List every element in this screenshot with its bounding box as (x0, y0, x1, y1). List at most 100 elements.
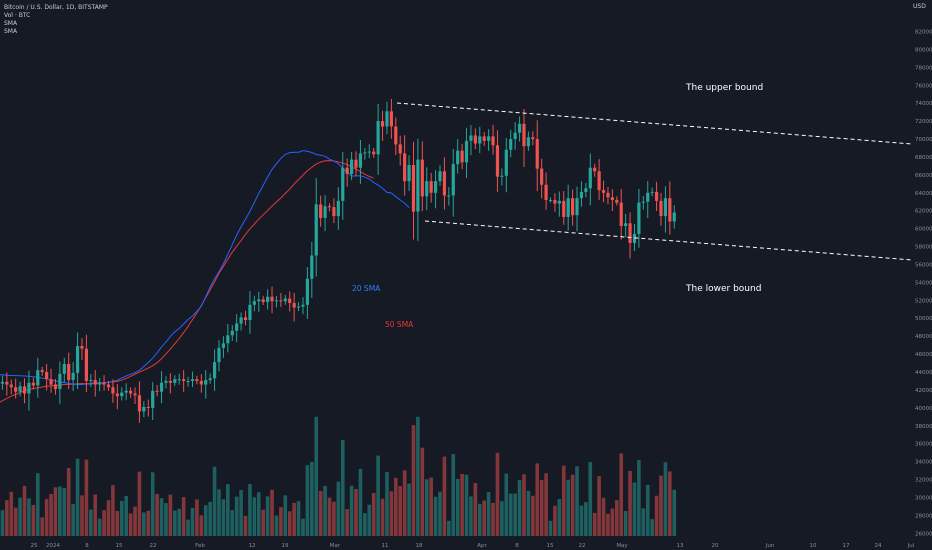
annotation-labels: The upper bound The lower bound 20 SMA 5… (352, 83, 763, 329)
sma50-label: 50 SMA (385, 320, 414, 329)
volume-bar (133, 506, 137, 536)
candle-body (22, 386, 27, 394)
candle-body (389, 111, 393, 127)
candle-body (336, 200, 340, 217)
candle-body (451, 164, 455, 196)
x-tick-label: 10 (810, 543, 817, 549)
candle-body (398, 144, 402, 154)
candle-body (49, 379, 53, 385)
candle-body (296, 306, 301, 308)
candle-body (482, 136, 486, 141)
volume-bar (615, 500, 619, 536)
volume-bar (367, 504, 372, 536)
upper-bound-label: The upper bound (685, 83, 763, 93)
candle-body (159, 382, 164, 392)
volume-bar (588, 462, 593, 536)
volume-bar (354, 489, 358, 536)
volume-bar (504, 473, 509, 536)
volume-bar (482, 500, 486, 536)
x-tick-label: 17 (843, 543, 850, 549)
volume-bar (75, 458, 80, 536)
candle-body (557, 200, 561, 204)
volume-bar (606, 513, 610, 536)
x-tick-label: 12 (249, 543, 256, 549)
volume-bar (0, 510, 5, 536)
volume-bar (5, 500, 9, 536)
candle-body (487, 136, 491, 141)
volume-bar (451, 454, 456, 536)
lower-bound-line (424, 220, 913, 261)
volume-bar (592, 512, 597, 536)
volume-bar (469, 496, 473, 536)
volume-bar (142, 512, 146, 536)
y-tick-label: 52000 (915, 298, 932, 304)
volume-bar (464, 474, 469, 536)
candle-body (350, 159, 354, 174)
chart-title: Bitcoin / U.S. Dollar, 1D, BITSTAMP (4, 4, 108, 11)
x-tick-label: 13 (677, 543, 684, 549)
y-tick-label: 74000 (915, 101, 932, 107)
candle-body (469, 135, 473, 141)
volume-bar (429, 477, 433, 536)
candle-body (243, 317, 248, 321)
y-tick-label: 76000 (915, 83, 932, 89)
candle-body (504, 149, 508, 176)
candle-body (67, 363, 71, 381)
y-tick-label: 64000 (915, 191, 932, 197)
volume-bar (239, 489, 243, 536)
candle-body (672, 212, 676, 222)
volume-bar (53, 487, 58, 536)
volume-bar (442, 456, 447, 536)
volume-bar (18, 497, 22, 536)
candle-body (385, 111, 389, 127)
candle-body (540, 168, 544, 185)
volume-bar (199, 515, 204, 536)
volume-bar (385, 472, 389, 536)
volume-bar (27, 498, 31, 536)
candle-body (230, 330, 234, 336)
volume-bar (13, 507, 18, 536)
candle-body (380, 121, 385, 127)
volume-bar (433, 496, 438, 536)
candle-body (403, 153, 407, 182)
volume-bar (411, 425, 416, 536)
volume-bar (49, 494, 53, 536)
volume-bar (40, 517, 44, 536)
candle-body (274, 300, 279, 302)
volume-bar (561, 465, 566, 536)
candle-body (513, 132, 517, 140)
candle-body (460, 150, 464, 163)
volume-bar (190, 507, 195, 536)
candle-body (40, 370, 44, 372)
candle-body (526, 137, 530, 147)
candle-body (142, 406, 146, 412)
volume-bar (371, 493, 376, 536)
candle-body (182, 379, 186, 381)
y-tick-label: 68000 (915, 155, 932, 161)
volume-bar (80, 495, 84, 536)
candle-body (341, 167, 345, 201)
candle-body (509, 139, 513, 150)
volume-bar (659, 475, 663, 536)
volume-bar (420, 447, 425, 536)
x-tick-label: 8 (85, 543, 89, 549)
volume-bar (358, 468, 363, 536)
candle-body (221, 343, 226, 348)
y-tick-label: 54000 (915, 280, 932, 286)
volume-bar (186, 519, 190, 536)
candle-body (168, 380, 172, 383)
candle-body (615, 199, 619, 203)
candle-body (106, 384, 111, 388)
x-tick-label: 18 (416, 543, 423, 549)
candle-body (164, 380, 168, 383)
candle-body (45, 372, 49, 380)
y-tick-label: 70000 (915, 137, 932, 143)
candle-body (593, 167, 597, 172)
volume-bar (270, 489, 274, 536)
volume-bar (164, 503, 168, 536)
candle-body (120, 392, 124, 397)
candle-body (562, 200, 566, 217)
candle-body (544, 184, 548, 200)
volume-bar (438, 491, 442, 536)
